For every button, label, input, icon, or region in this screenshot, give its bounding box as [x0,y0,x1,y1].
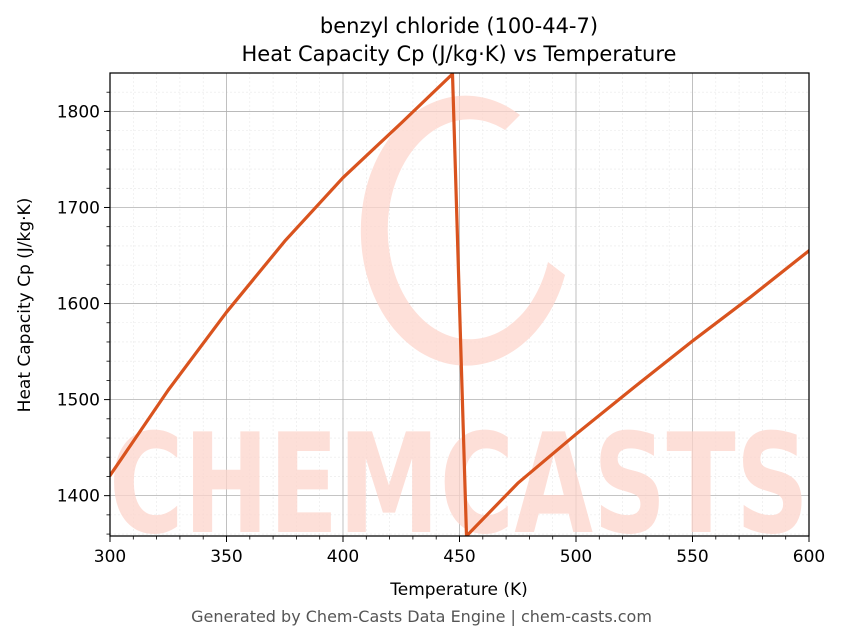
x-axis: 300 350 400 450 500 550 600 [94,536,825,567]
chart-title: benzyl chloride (100-44-7) [320,14,598,38]
series-line [110,73,809,536]
y-tick-label: 1600 [57,295,100,315]
y-axis-label: Heat Capacity Cp (J/kg·K) [15,198,35,413]
y-tick-label: 1500 [57,391,100,411]
watermark-text: CHEMCASTS [109,404,809,565]
x-axis-label: Temperature (K) [389,580,528,600]
y-tick-label: 1400 [57,487,100,507]
series-group [110,73,809,536]
x-tick-label: 600 [793,547,825,567]
x-tick-label: 300 [94,547,126,567]
y-tick-label: 1800 [57,102,100,122]
chart-subtitle: Heat Capacity Cp (J/kg·K) vs Temperature [242,42,677,66]
watermark: CHEMCASTS [109,95,809,565]
x-tick-label: 350 [210,547,242,567]
x-tick-label: 400 [327,547,359,567]
footer-credit: Generated by Chem-Casts Data Engine | ch… [191,607,652,626]
y-tick-label: 1700 [57,198,100,218]
y-axis: 1400 1500 1600 1700 1800 [57,91,110,535]
x-tick-label: 450 [443,547,475,567]
x-tick-label: 550 [676,547,708,567]
x-tick-label: 500 [560,547,592,567]
